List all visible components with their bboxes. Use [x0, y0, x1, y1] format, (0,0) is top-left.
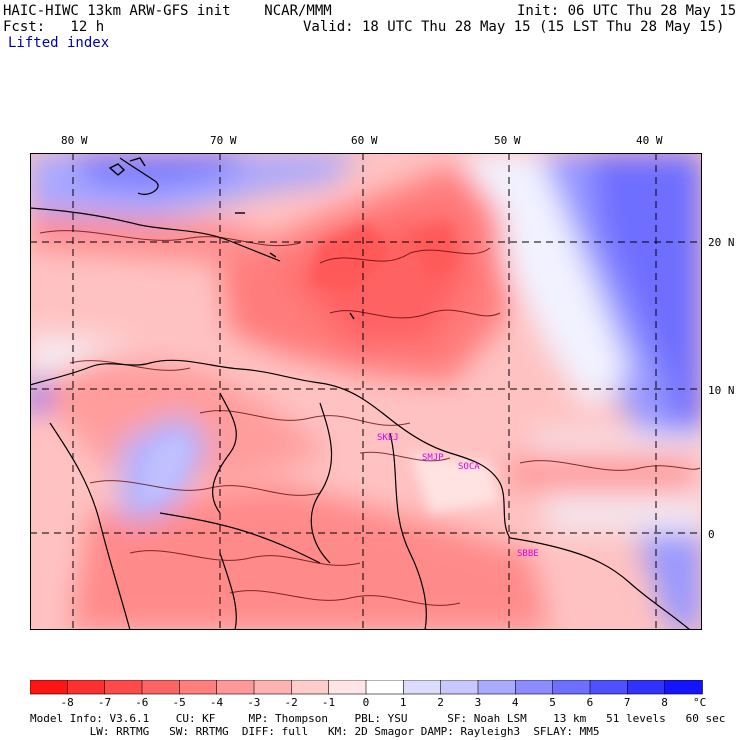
- colorbar-tick-label: -6: [135, 696, 149, 709]
- lat-label-0: 0: [708, 528, 715, 541]
- colorbar-swatch: [440, 679, 479, 695]
- colorbar-swatch: [67, 679, 106, 695]
- colorbar-swatch: [365, 679, 405, 695]
- colorbar-swatch: [627, 679, 666, 695]
- colorbar-tick-label: -7: [97, 696, 112, 709]
- init-time: Init: 06 UTC Thu 28 May 15: [517, 3, 737, 19]
- colorbar-tick-label: 6: [586, 696, 594, 709]
- colorbar-unit: °C: [693, 696, 707, 709]
- colorbar-tick-label: 5: [549, 696, 556, 709]
- colorbar-swatch: [477, 679, 517, 695]
- colorbar-swatch: [403, 679, 442, 695]
- colorbar-tick-label: -3: [247, 696, 261, 709]
- lon-label-80w: 80 W: [61, 134, 88, 147]
- colorbar-swatch: [216, 679, 255, 695]
- lon-label-70w: 70 W: [210, 134, 237, 147]
- header-title: HAIC-HIWC 13km ARW-GFS init NCAR/MMM: [3, 3, 332, 19]
- station-soca: SOCA: [458, 462, 480, 472]
- station-skej: SKEJ: [377, 433, 399, 443]
- lon-label-60w: 60 W: [351, 134, 378, 147]
- colorbar-swatch: [104, 679, 143, 695]
- footer-schemes: LW: RRTMG SW: RRTMG DIFF: full KM: 2D Sm…: [30, 725, 600, 738]
- colorbar-tick-label: 0: [362, 696, 370, 709]
- colorbar-tick-label: -5: [172, 696, 186, 709]
- forecast-hour: Fcst: 12 h: [3, 19, 105, 35]
- colorbar-tick-label: 1: [399, 696, 407, 709]
- colorbar: [29, 679, 710, 700]
- lon-label-50w: 50 W: [494, 134, 521, 147]
- colorbar-tick-label: -4: [209, 696, 224, 709]
- footer-model-info: Model Info: V3.6.1 CU: KF MP: Thompson P…: [30, 712, 726, 725]
- colorbar-tick-label: 2: [437, 696, 444, 709]
- colorbar-swatch: [29, 679, 69, 695]
- lifted-index-map: SKEJ SMJP SOCA SBBE: [30, 153, 702, 630]
- colorbar-swatch: [328, 679, 367, 695]
- field-name: Lifted index: [8, 35, 110, 51]
- colorbar-tick-label: -1: [321, 696, 336, 709]
- colorbar-swatch: [515, 679, 554, 695]
- colorbar-swatch: [141, 679, 181, 695]
- colorbar-tick-label: 7: [623, 696, 631, 709]
- colorbar-swatch: [664, 679, 703, 695]
- colorbar-swatch: [291, 679, 330, 695]
- station-sbbe: SBBE: [517, 549, 539, 559]
- valid-time: Valid: 18 UTC Thu 28 May 15 (15 LST Thu …: [303, 19, 725, 35]
- colorbar-tick-label: 3: [474, 696, 482, 709]
- colorbar-swatch: [589, 679, 629, 695]
- station-smjp: SMJP: [422, 453, 444, 463]
- colorbar-tick-label: 8: [661, 696, 668, 709]
- colorbar-tick-label: -2: [284, 696, 298, 709]
- colorbar-swatch: [253, 679, 293, 695]
- lat-label-10n: 10 N: [708, 384, 735, 397]
- lat-label-20n: 20 N: [708, 236, 735, 249]
- colorbar-swatch: [179, 679, 218, 695]
- colorbar-tick-label: 4: [511, 696, 519, 709]
- colorbar-tick-label: -8: [60, 696, 74, 709]
- colorbar-swatch: [552, 679, 591, 695]
- lon-label-40w: 40 W: [636, 134, 663, 147]
